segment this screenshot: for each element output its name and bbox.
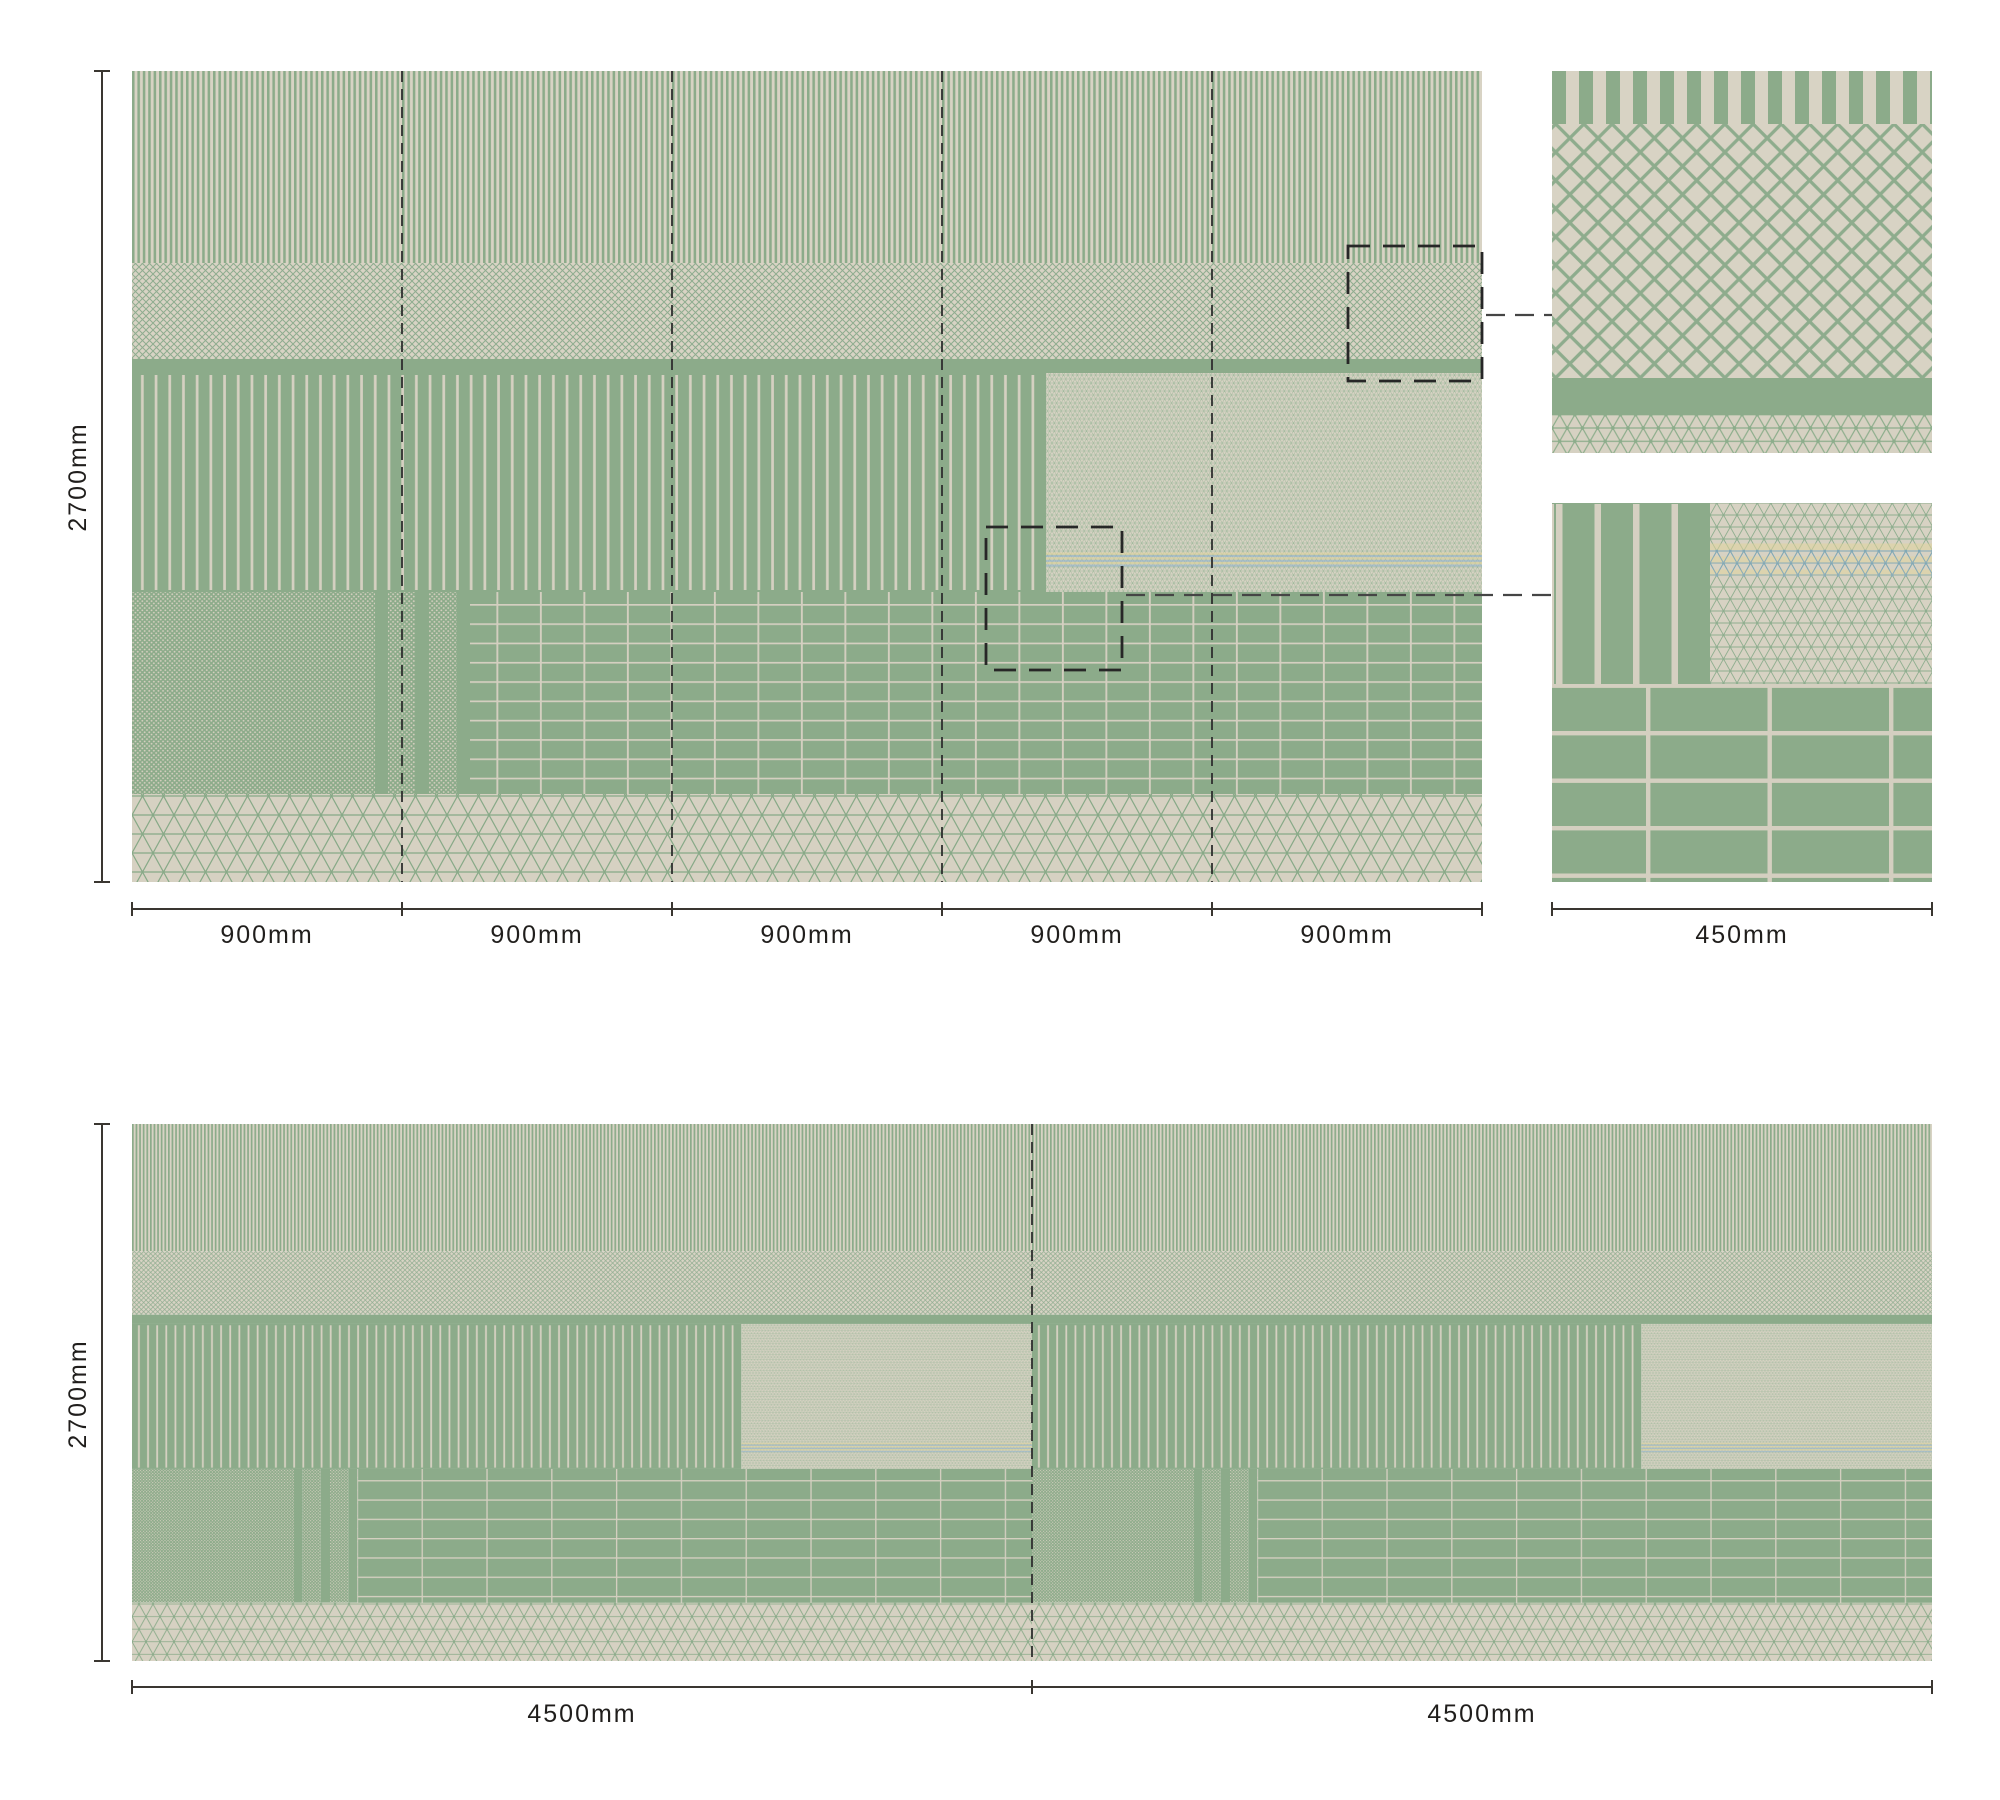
svg-text:450mm: 450mm bbox=[1695, 921, 1788, 949]
svg-text:2700mm: 2700mm bbox=[64, 1339, 92, 1448]
svg-text:900mm: 900mm bbox=[220, 921, 313, 949]
svg-text:2700mm: 2700mm bbox=[64, 422, 92, 531]
svg-text:4500mm: 4500mm bbox=[527, 1700, 636, 1728]
svg-text:4500mm: 4500mm bbox=[1427, 1700, 1536, 1728]
svg-text:900mm: 900mm bbox=[1300, 921, 1393, 949]
svg-text:900mm: 900mm bbox=[760, 921, 853, 949]
svg-text:900mm: 900mm bbox=[1030, 921, 1123, 949]
svg-text:900mm: 900mm bbox=[490, 921, 583, 949]
